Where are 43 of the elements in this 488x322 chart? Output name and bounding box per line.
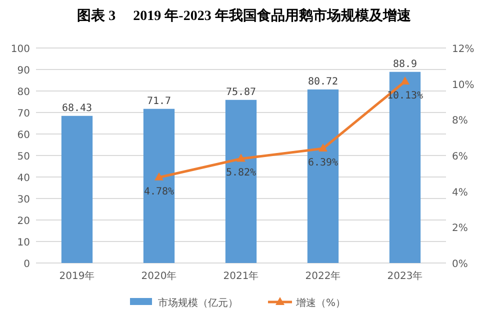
legend-label: 市场规模（亿元） (158, 297, 238, 309)
bar (389, 72, 421, 263)
legend-label: 增速（%） (295, 297, 346, 309)
data-label: 68.43 (62, 102, 92, 114)
y-tick-label: 90 (17, 66, 30, 76)
y2-tick-label: 0% (452, 259, 468, 270)
bar (143, 108, 175, 263)
data-label: 88.9 (392, 58, 418, 70)
y2-tick-label: 8% (452, 116, 468, 127)
bar (225, 100, 257, 263)
y-tick-label: 50 (17, 152, 30, 162)
y-tick-label: 70 (17, 108, 30, 120)
y-tick-label: 100 (10, 44, 30, 55)
y2-tick-label: 10% (452, 80, 474, 91)
y-tick-label: 0 (24, 259, 30, 270)
y-tick-label: 40 (17, 173, 30, 184)
x-tick-label: 2022年 (305, 270, 341, 282)
x-tick-label: 2020年 (141, 270, 177, 282)
y-tick-label: 60 (17, 130, 30, 141)
chart-title: 图表 3 2019 年-2023 年我国食品用鹅市场规模及增速 (77, 7, 412, 24)
y-tick-label: 30 (17, 194, 30, 206)
y-tick-label: 80 (17, 87, 30, 98)
y2-tick-label: 6% (452, 152, 468, 162)
bar (307, 89, 339, 263)
data-label: 75.87 (226, 86, 256, 98)
x-tick-label: 2021年 (223, 270, 259, 282)
x-tick-label: 2019年 (59, 270, 95, 282)
bar (61, 116, 93, 263)
y2-tick-label: 4% (452, 187, 468, 198)
point (154, 172, 164, 180)
data-label: 4.78% (144, 186, 174, 198)
point (236, 154, 246, 162)
data-label: 80.72 (308, 76, 338, 88)
y-tick-label: 20 (17, 216, 30, 227)
data-label: 6.39% (308, 158, 338, 169)
data-label: 71.7 (146, 96, 172, 107)
data-label: 5.82% (226, 168, 256, 179)
y2-tick-label: 2% (452, 223, 468, 234)
x-tick-label: 2023年 (387, 270, 423, 282)
point (400, 76, 410, 85)
point (318, 144, 328, 152)
y-tick-label: 10 (17, 238, 30, 248)
y2-tick-label: 12% (452, 44, 474, 55)
